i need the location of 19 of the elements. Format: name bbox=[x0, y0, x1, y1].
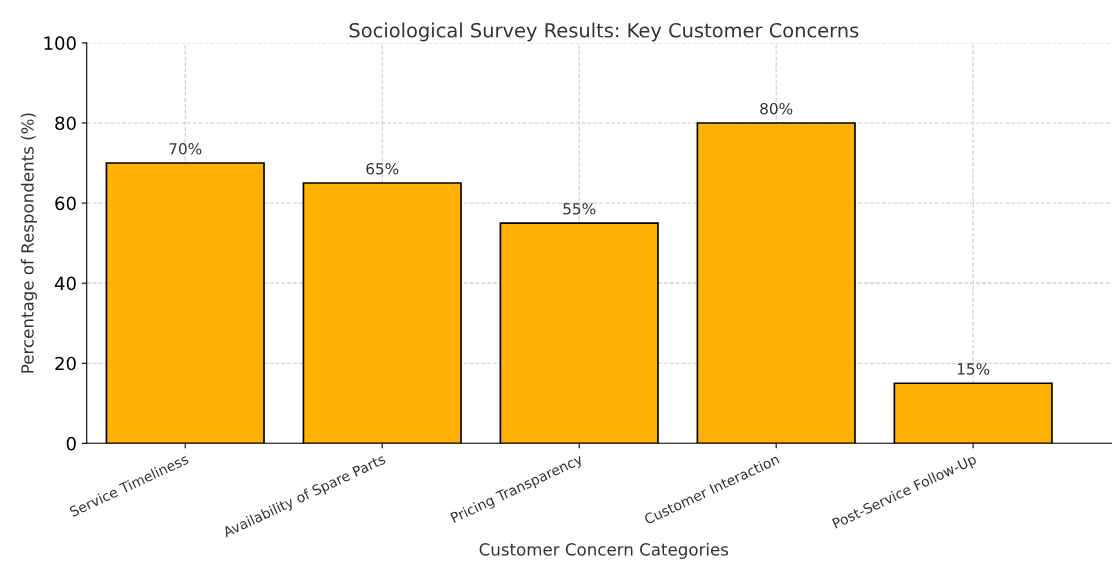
y-tick-label: 20 bbox=[55, 356, 76, 371]
data-label: 55% bbox=[563, 203, 596, 215]
bar bbox=[893, 382, 1053, 444]
bar bbox=[302, 182, 462, 444]
y-tick-label: 40 bbox=[54, 276, 76, 291]
y-tick-label: 0 bbox=[66, 436, 76, 451]
x-axis-title: Customer Concern Categories bbox=[479, 542, 729, 559]
data-label: 70% bbox=[169, 142, 202, 155]
bar bbox=[105, 162, 265, 444]
chart-title: Sociological Survey Results: Key Customer Concerns bbox=[349, 22, 859, 42]
y-tick-label: 80 bbox=[55, 116, 76, 131]
y-tick-label: 60 bbox=[55, 196, 76, 211]
bar bbox=[696, 122, 856, 444]
bar bbox=[499, 222, 659, 444]
y-tick-label: 100 bbox=[44, 36, 76, 51]
data-label: 15% bbox=[957, 363, 990, 375]
data-label: 65% bbox=[366, 162, 399, 175]
y-axis-title: Percentage of Respondents (%) bbox=[20, 113, 37, 373]
data-label: 80% bbox=[760, 102, 793, 115]
